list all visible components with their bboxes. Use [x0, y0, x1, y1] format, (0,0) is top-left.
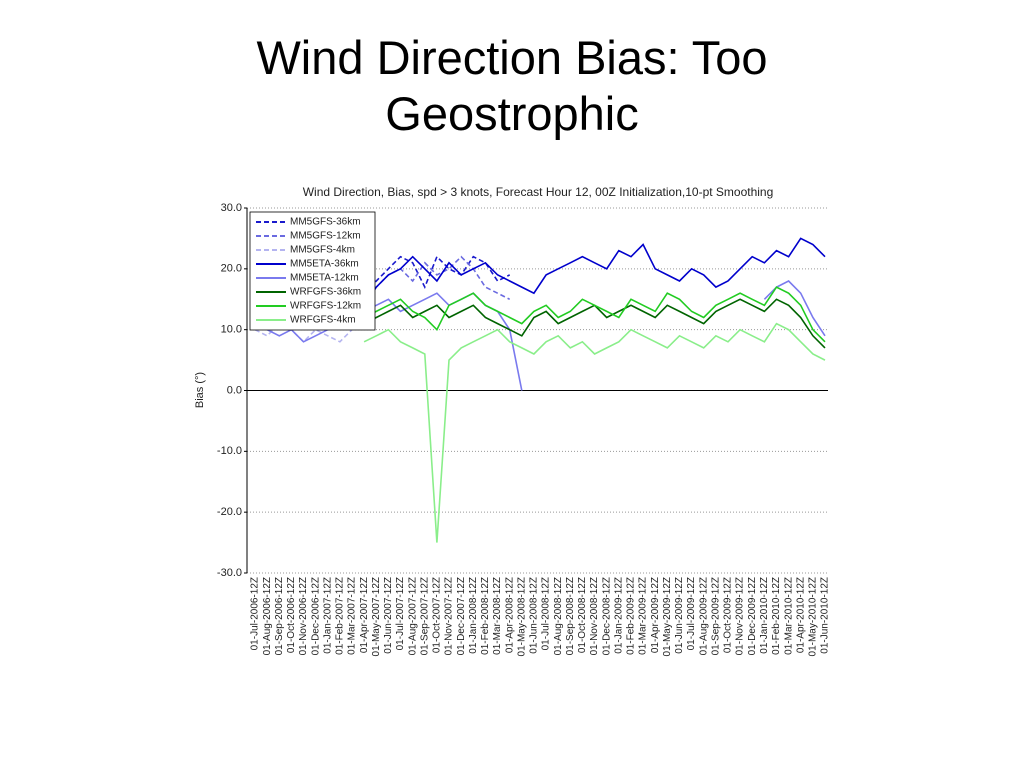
x-tick-label: 01-Feb-2009-12Z: [626, 577, 637, 655]
x-tick-label: 01-Oct-2007-12Z: [432, 577, 443, 653]
y-tick-label: 20.0: [221, 263, 242, 275]
x-tick-label: 01-Sep-2006-12Z: [274, 577, 285, 655]
x-tick-label: 01-May-2010-12Z: [808, 577, 819, 656]
x-tick-label: 01-Apr-2008-12Z: [504, 577, 515, 653]
y-tick-label: -30.0: [217, 567, 242, 579]
legend-label: WRFGFS-12km: [290, 301, 361, 312]
x-tick-label: 01-Oct-2006-12Z: [286, 577, 297, 653]
x-tick-label: 01-May-2009-12Z: [662, 577, 673, 656]
x-tick-label: 01-Jan-2010-12Z: [759, 577, 770, 654]
x-tick-label: 01-Aug-2009-12Z: [698, 577, 709, 655]
x-tick-label: 01-Jun-2009-12Z: [674, 577, 685, 654]
x-tick-label: 01-Feb-2008-12Z: [480, 577, 491, 655]
x-tick-label: 01-Jul-2007-12Z: [395, 577, 406, 650]
x-tick-label: 01-Apr-2007-12Z: [359, 577, 370, 653]
legend-label: MM5ETA-36km: [290, 259, 359, 270]
legend-label: MM5GFS-36km: [290, 217, 361, 228]
x-tick-label: 01-Jun-2010-12Z: [820, 577, 831, 654]
x-tick-label: 01-Nov-2007-12Z: [444, 577, 455, 655]
legend-label: WRFGFS-4km: [290, 315, 356, 326]
legend-box: [249, 211, 376, 331]
series-line: [363, 298, 826, 349]
x-tick-label: 01-Mar-2008-12Z: [492, 577, 503, 655]
x-tick-label: 01-May-2007-12Z: [371, 577, 382, 656]
x-tick-label: 01-Dec-2006-12Z: [310, 577, 321, 655]
legend-label: WRFGFS-36km: [290, 287, 361, 298]
x-tick-label: 01-Oct-2009-12Z: [723, 577, 734, 653]
x-tick-label: 01-Nov-2006-12Z: [298, 577, 309, 655]
legend-label: MM5GFS-4km: [290, 245, 355, 256]
x-tick-label: 01-Nov-2009-12Z: [735, 577, 746, 655]
y-tick-label: 10.0: [221, 324, 242, 336]
x-tick-label: 01-Jun-2007-12Z: [383, 577, 394, 654]
x-tick-label: 01-Sep-2007-12Z: [419, 577, 430, 655]
y-axis-label: Bias (°): [194, 372, 206, 408]
x-tick-label: 01-Jan-2008-12Z: [468, 577, 479, 654]
x-tick-label: 01-Dec-2008-12Z: [601, 577, 612, 655]
x-tick-label: 01-Apr-2010-12Z: [795, 577, 806, 653]
series-line: [363, 255, 511, 294]
y-tick-label: -10.0: [217, 445, 242, 457]
x-tick-label: 01-Sep-2009-12Z: [710, 577, 721, 655]
x-tick-label: 01-Jan-2009-12Z: [613, 577, 624, 654]
y-tick-label: 30.0: [221, 202, 242, 214]
chart-title: Wind Direction, Bias, spd > 3 knots, For…: [303, 185, 774, 199]
x-tick-label: 01-Mar-2009-12Z: [638, 577, 649, 655]
x-tick-label: 01-Nov-2008-12Z: [589, 577, 600, 655]
x-tick-label: 01-Jul-2008-12Z: [541, 577, 552, 650]
x-tick-label: 01-May-2008-12Z: [516, 577, 527, 656]
series-line: [327, 255, 511, 331]
legend-label: MM5ETA-12km: [290, 273, 359, 284]
x-tick-label: 01-Dec-2009-12Z: [747, 577, 758, 655]
y-tick-label: -20.0: [217, 506, 242, 518]
x-tick-label: 01-Aug-2007-12Z: [407, 577, 418, 655]
series-line: [363, 237, 826, 306]
x-tick-label: 01-Mar-2010-12Z: [783, 577, 794, 655]
x-tick-label: 01-Jun-2008-12Z: [529, 577, 540, 654]
x-tick-label: 01-Dec-2007-12Z: [456, 577, 467, 655]
x-tick-label: 01-Sep-2008-12Z: [565, 577, 576, 655]
x-tick-label: 01-Jul-2009-12Z: [686, 577, 697, 650]
x-tick-label: 01-Aug-2008-12Z: [553, 577, 564, 655]
x-tick-label: 01-Feb-2010-12Z: [771, 577, 782, 655]
x-tick-label: 01-Mar-2007-12Z: [347, 577, 358, 655]
slide-title: Wind Direction Bias: Too Geostrophic: [256, 31, 768, 140]
x-tick-label: 01-Jul-2006-12Z: [250, 577, 261, 650]
x-tick-label: 01-Apr-2009-12Z: [650, 577, 661, 653]
x-tick-label: 01-Jan-2007-12Z: [322, 577, 333, 654]
legend-label: MM5GFS-12km: [290, 231, 361, 242]
y-tick-label: 0.0: [227, 384, 242, 396]
series-line: [363, 322, 826, 543]
x-tick-label: 01-Oct-2008-12Z: [577, 577, 588, 653]
series-line: [363, 286, 826, 343]
x-tick-label: 01-Aug-2006-12Z: [262, 577, 273, 655]
x-tick-label: 01-Feb-2007-12Z: [335, 577, 346, 655]
